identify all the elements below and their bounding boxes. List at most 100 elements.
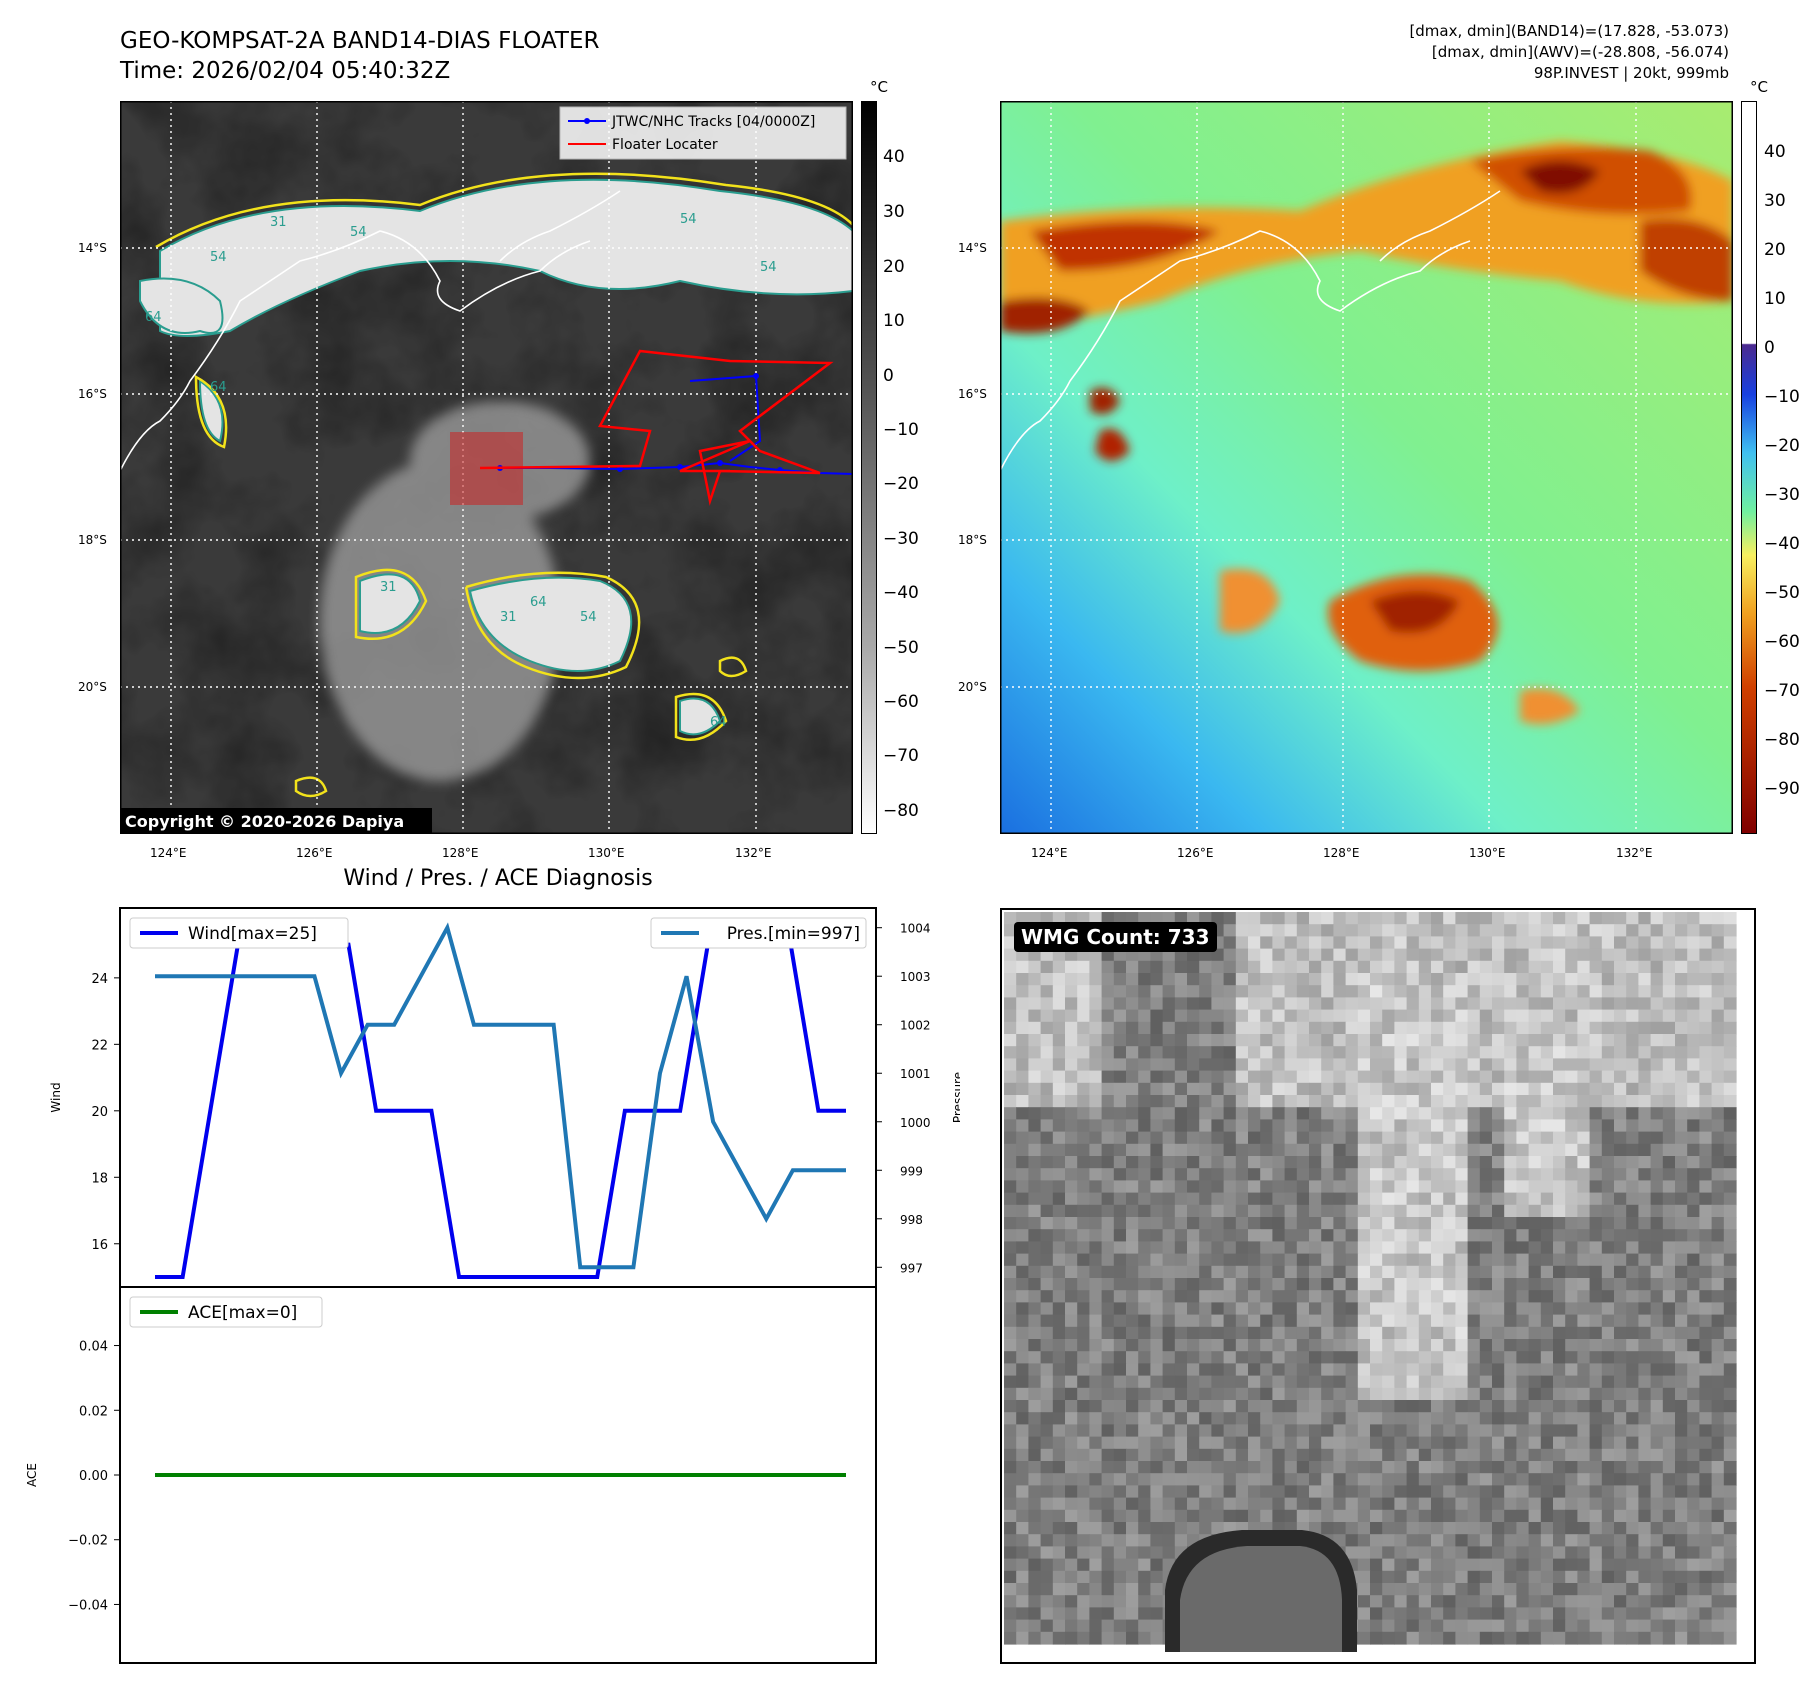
wmg-cell <box>1028 1143 1042 1157</box>
wmg-cell <box>1113 1436 1127 1450</box>
wmg-cell <box>1235 1424 1249 1438</box>
wmg-cell <box>1614 1119 1627 1133</box>
wmg-cell <box>1394 1107 1408 1120</box>
wmg-cell <box>1455 1570 1469 1584</box>
wmg-cell <box>1589 960 1603 974</box>
contour-label: 54 <box>210 250 227 265</box>
wmg-cell <box>1040 1095 1054 1108</box>
wmg-cell <box>1650 1558 1664 1572</box>
wmg-cell <box>1431 973 1444 986</box>
wmg-cell <box>1138 1046 1151 1059</box>
wmg-cell <box>1248 985 1261 998</box>
wmg-cell <box>1601 1375 1615 1389</box>
wmg-cell <box>1138 1229 1151 1242</box>
wmg-cell <box>1723 1314 1737 1328</box>
wmg-cell <box>1345 1509 1359 1523</box>
wmg-cell <box>1431 1436 1444 1450</box>
wmg-cell <box>1687 1156 1700 1169</box>
wmg-cell <box>1211 1107 1225 1120</box>
wmg-cell <box>1711 912 1725 925</box>
wmg-cell <box>1650 973 1664 986</box>
wmg-cell <box>1004 1107 1017 1120</box>
wmg-cell <box>1077 1400 1090 1413</box>
wmg-cell <box>1199 1290 1212 1303</box>
wmg-cell <box>1723 1400 1737 1413</box>
wmg-cell <box>1126 1497 1139 1511</box>
wmg-cell <box>1577 1387 1591 1401</box>
wmg-cell <box>1138 960 1151 974</box>
wmg-cell <box>1357 1107 1371 1120</box>
wmg-cell <box>1711 1204 1725 1218</box>
wmg-cell <box>1565 1509 1578 1523</box>
wmg-cell <box>1065 1351 1078 1364</box>
wmg-cell <box>1333 1168 1347 1181</box>
wmg-cell <box>1065 1595 1078 1608</box>
wmg-cell <box>1577 1473 1591 1486</box>
wmg-cell <box>1382 1448 1395 1462</box>
wmg-cell <box>1492 1168 1505 1181</box>
wmg-cell <box>1455 936 1469 950</box>
wmg-cell <box>1284 1412 1298 1425</box>
wmg-cell <box>1723 1107 1737 1120</box>
wmg-cell <box>1040 1387 1054 1401</box>
wmg-cell <box>1296 1180 1310 1194</box>
wmg-cell <box>1492 1278 1505 1291</box>
wmg-cell <box>1577 985 1591 998</box>
wmg-cell <box>1016 1619 1029 1633</box>
wmg-cell <box>1382 1265 1395 1279</box>
wmg-cell <box>1540 1424 1554 1438</box>
wmg-cell <box>1431 1619 1444 1633</box>
wmg-cell <box>1675 1400 1688 1413</box>
wmg-cell <box>1113 1180 1127 1194</box>
wmg-cell <box>1662 912 1676 925</box>
wmg-cell <box>1723 1509 1737 1523</box>
wmg-cell <box>1467 1021 1481 1035</box>
wmg-cell <box>1272 1351 1286 1364</box>
wmg-cell <box>1540 1351 1554 1364</box>
wmg-cell <box>1016 1583 1029 1596</box>
wmg-cell <box>1540 1363 1554 1377</box>
wmg-cell <box>1711 973 1725 986</box>
wmg-cell <box>1162 1485 1176 1499</box>
wmg-cell <box>1553 1107 1566 1120</box>
wmg-cell <box>1577 912 1591 925</box>
wmg-cell <box>1492 1595 1505 1608</box>
wmg-cell <box>1540 985 1554 998</box>
wmg-cell <box>1687 997 1700 1011</box>
wmg-cell <box>1370 973 1383 986</box>
wmg-cell <box>1138 1314 1151 1328</box>
wmg-cell <box>1260 912 1273 925</box>
wmg-cell <box>1687 1570 1700 1584</box>
wmg-cell <box>1479 985 1493 998</box>
wmg-cell <box>1333 1192 1347 1206</box>
wmg-cell <box>1357 1156 1371 1169</box>
wmg-cell <box>1272 1473 1286 1486</box>
wmg-cell <box>1150 1546 1164 1560</box>
wmg-cell <box>1089 1473 1103 1486</box>
wmg-cell <box>1077 1619 1090 1633</box>
wmg-cell <box>1662 1375 1676 1389</box>
wmg-cell <box>1296 1314 1310 1328</box>
wmg-cell <box>1662 1473 1676 1486</box>
wmg-cell <box>1126 1400 1139 1413</box>
wmg-cell <box>1272 1143 1286 1157</box>
wmg-cell <box>1162 1473 1176 1486</box>
wmg-cell <box>1248 1314 1261 1328</box>
wmg-cell <box>1504 1253 1517 1267</box>
wmg-cell <box>1248 948 1261 962</box>
wmg-cell <box>1638 1241 1652 1255</box>
wmg-cell <box>1345 948 1359 962</box>
wmg-cell <box>1065 1009 1078 1023</box>
wmg-cell <box>1394 1326 1408 1340</box>
wmg-cell <box>1418 1424 1432 1438</box>
wmg-cell <box>1723 948 1737 962</box>
wmg-cell <box>1479 1034 1493 1047</box>
wmg-cell <box>1443 1290 1456 1303</box>
wmg-cell <box>1309 1156 1322 1169</box>
wmg-cell <box>1150 1583 1164 1596</box>
wmg-cell <box>1492 1485 1505 1499</box>
wmg-cell <box>1370 1143 1383 1157</box>
wmg-cell <box>1089 1400 1103 1413</box>
wmg-cell <box>1638 1631 1652 1645</box>
wmg-cell <box>1553 1058 1566 1072</box>
